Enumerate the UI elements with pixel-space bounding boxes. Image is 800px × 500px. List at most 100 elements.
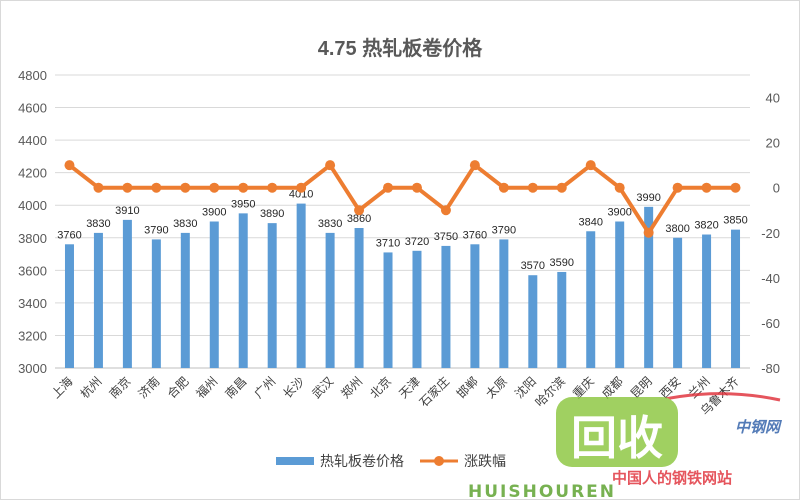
line-point — [238, 182, 249, 193]
bar — [383, 252, 393, 368]
bar-data-label: 3710 — [376, 237, 400, 249]
left-tick-label: 4200 — [18, 166, 47, 181]
category-label: 合肥 — [164, 374, 192, 402]
category-label: 武汉 — [309, 374, 336, 401]
bar — [644, 206, 654, 368]
bar — [528, 275, 538, 368]
bar — [673, 237, 683, 368]
legend-swatch-bar — [276, 457, 314, 465]
category-label: 石家庄 — [416, 374, 452, 410]
bar — [615, 221, 625, 368]
bar — [499, 239, 509, 368]
left-tick-label: 4400 — [18, 133, 47, 148]
bar-data-label: 3890 — [260, 208, 284, 220]
watermark-logo-badge — [556, 397, 678, 467]
chart-title: 4.75 热轧板卷价格 — [318, 36, 483, 60]
bar-data-label: 3830 — [173, 218, 197, 230]
bar-data-label: 3840 — [578, 216, 602, 228]
bar-data-label: 3800 — [665, 223, 689, 235]
left-tick-label: 4600 — [18, 101, 47, 116]
line-point — [209, 182, 220, 193]
left-tick-label: 3800 — [18, 231, 47, 246]
category-label: 北京 — [367, 374, 394, 401]
bar — [93, 232, 103, 368]
bar-data-label: 3830 — [318, 218, 342, 230]
bar — [209, 221, 219, 368]
category-label: 郑州 — [338, 374, 366, 402]
line-point — [411, 182, 422, 193]
right-tick-label: -20 — [761, 226, 780, 241]
category-label: 南昌 — [222, 374, 250, 402]
line-point — [354, 205, 365, 216]
line-point — [701, 182, 712, 193]
bar — [64, 244, 74, 368]
category-label: 上海 — [48, 374, 76, 402]
line-point — [672, 182, 683, 193]
line-point — [643, 227, 654, 238]
left-tick-label: 3200 — [18, 328, 47, 343]
right-tick-label: -40 — [761, 271, 780, 286]
category-label: 福州 — [193, 374, 221, 402]
line-point — [151, 182, 162, 193]
bar — [325, 232, 335, 368]
line-point — [180, 182, 191, 193]
bar — [180, 232, 190, 368]
line-point — [93, 182, 104, 193]
watermark-brand: 中钢网 — [735, 418, 783, 436]
bar-data-label: 3850 — [723, 215, 747, 227]
line-point — [614, 182, 625, 193]
right-tick-label: 40 — [766, 91, 780, 106]
line-series — [64, 160, 741, 238]
bar — [441, 245, 451, 368]
legend: 热轧板卷价格 涨跌幅 — [276, 454, 506, 470]
bar — [731, 229, 741, 368]
bar — [702, 234, 712, 368]
line-point — [469, 160, 480, 171]
bar-data-label: 3900 — [202, 207, 226, 219]
right-tick-label: -80 — [761, 361, 780, 376]
bar-data-label: 3830 — [86, 218, 110, 230]
watermark: 中钢网 回收 中国人的钢铁网站 HUISHOUREN — [468, 392, 783, 500]
category-label: 太原 — [482, 374, 510, 402]
watermark-logo-text: 回收 — [571, 411, 663, 465]
line-point — [498, 182, 509, 193]
bar-data-label: 3590 — [550, 257, 574, 269]
right-tick-label: 0 — [773, 181, 780, 196]
left-axis: 3000 3200 3400 3600 3800 4000 4200 4400 4600 4800 — [18, 68, 47, 376]
legend-label-bar: 热轧板卷价格 — [320, 454, 404, 470]
legend-swatch-marker — [434, 456, 444, 466]
bar — [586, 231, 596, 368]
bar-data-label: 3900 — [607, 207, 631, 219]
bar-data-label: 3990 — [636, 192, 660, 204]
category-label: 南京 — [106, 374, 134, 402]
category-label: 济南 — [135, 374, 163, 402]
bar-data-label: 3860 — [347, 213, 371, 225]
legend-label-line: 涨跌幅 — [464, 454, 506, 470]
line-point — [122, 182, 133, 193]
line-point — [267, 182, 278, 193]
bar-data-label: 3820 — [694, 220, 718, 232]
line-point — [585, 160, 596, 171]
line-point — [440, 205, 451, 216]
line-point — [325, 160, 336, 171]
left-tick-label: 3000 — [18, 361, 47, 376]
category-label: 长沙 — [280, 374, 307, 401]
right-tick-label: 20 — [766, 136, 780, 151]
left-tick-label: 4800 — [18, 68, 47, 83]
line-point — [730, 182, 741, 193]
bar — [267, 223, 277, 368]
left-tick-label: 3600 — [18, 263, 47, 278]
bar — [470, 244, 480, 368]
bar-data-label: 3790 — [144, 224, 168, 236]
watermark-pinyin: HUISHOUREN — [468, 482, 616, 500]
bar-data-label: 3570 — [521, 260, 545, 272]
bar-data-label: 3750 — [434, 231, 458, 243]
watermark-site-text: 中国人的钢铁网站 — [612, 469, 732, 487]
line-point — [383, 182, 394, 193]
bar-data-label: 3950 — [231, 198, 255, 210]
line-point — [64, 160, 75, 171]
bar — [354, 228, 364, 368]
bar — [238, 213, 248, 368]
line-point — [527, 182, 538, 193]
